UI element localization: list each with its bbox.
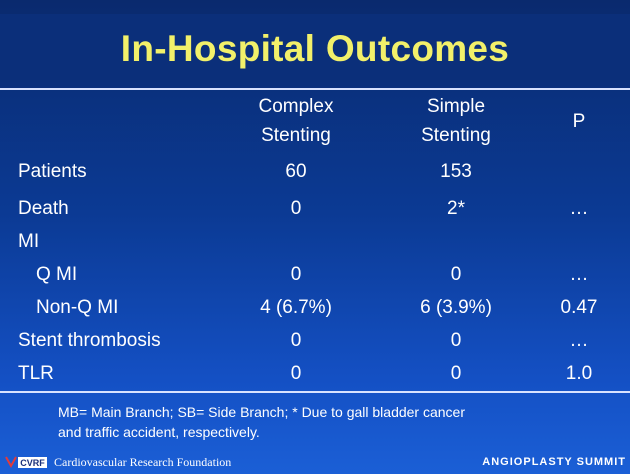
simple-value: 153 bbox=[440, 161, 472, 182]
complex-value: 4 (6.7%) bbox=[260, 297, 332, 318]
footnote-line2: and traffic accident, respectively. bbox=[58, 424, 260, 440]
footnote-line1: MB= Main Branch; SB= Side Branch; * Due … bbox=[58, 404, 465, 420]
row-label: TLR bbox=[18, 363, 54, 384]
header-p: P bbox=[572, 111, 586, 132]
header-simple: Simple Stenting bbox=[376, 92, 536, 150]
table-row: TLR 0 0 1.0 bbox=[0, 358, 630, 390]
p-value: … bbox=[569, 264, 589, 285]
p-value: … bbox=[569, 330, 589, 351]
row-label: Q MI bbox=[36, 264, 78, 285]
header-simple-line1: Simple bbox=[426, 96, 486, 117]
table-top-rule bbox=[0, 88, 630, 90]
row-label: Patients bbox=[18, 161, 87, 182]
table-row: Death 0 2* … bbox=[0, 193, 630, 225]
logo-text: CVRF bbox=[20, 458, 45, 468]
row-label: Death bbox=[18, 198, 69, 219]
complex-value: 60 bbox=[285, 161, 307, 182]
table-row: Stent thrombosis 0 0 … bbox=[0, 325, 630, 357]
organization-name: Cardiovascular Research Foundation bbox=[54, 455, 232, 469]
p-value: 0.47 bbox=[560, 297, 598, 318]
complex-value: 0 bbox=[290, 198, 302, 219]
row-label: Stent thrombosis bbox=[18, 330, 161, 351]
title-bar bbox=[0, 14, 630, 80]
header-complex-line2: Stenting bbox=[261, 125, 331, 146]
row-label: Non-Q MI bbox=[36, 297, 119, 318]
complex-value: 0 bbox=[290, 264, 302, 285]
table-row: Non-Q MI 4 (6.7%) 6 (3.9%) 0.47 bbox=[0, 292, 630, 324]
slide-title: In-Hospital Outcomes bbox=[120, 28, 510, 69]
table-header: Complex Stenting Simple Stenting P bbox=[0, 92, 630, 152]
header-simple-line2: Stenting bbox=[421, 125, 491, 146]
simple-value: 0 bbox=[450, 330, 462, 351]
simple-value: 0 bbox=[450, 363, 462, 384]
table-bottom-rule bbox=[0, 391, 630, 393]
row-label: MI bbox=[18, 231, 40, 252]
complex-value: 0 bbox=[290, 330, 302, 351]
complex-value: 0 bbox=[290, 363, 302, 384]
table-row: Patients 60 153 bbox=[0, 156, 630, 188]
table-row: MI bbox=[0, 226, 630, 258]
cvrf-logo: CVRF bbox=[5, 456, 47, 469]
p-value: … bbox=[569, 198, 589, 219]
footnote: MB= Main Branch; SB= Side Branch; * Due … bbox=[58, 402, 598, 442]
simple-value: 2* bbox=[447, 198, 465, 219]
header-complex: Complex Stenting bbox=[216, 92, 376, 150]
simple-value: 6 (3.9%) bbox=[420, 297, 492, 318]
event-name: ANGIOPLASTY SUMMIT bbox=[482, 456, 626, 468]
table-row: Q MI 0 0 … bbox=[0, 259, 630, 291]
header-complex-line1: Complex bbox=[258, 96, 334, 117]
p-value: 1.0 bbox=[565, 363, 593, 384]
footer: CVRF Cardiovascular Research Foundation … bbox=[0, 452, 630, 474]
simple-value: 0 bbox=[450, 264, 462, 285]
